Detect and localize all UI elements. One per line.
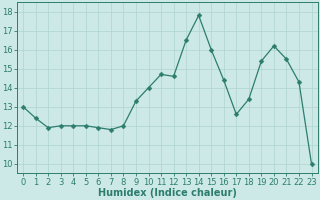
X-axis label: Humidex (Indice chaleur): Humidex (Indice chaleur) bbox=[98, 188, 237, 198]
